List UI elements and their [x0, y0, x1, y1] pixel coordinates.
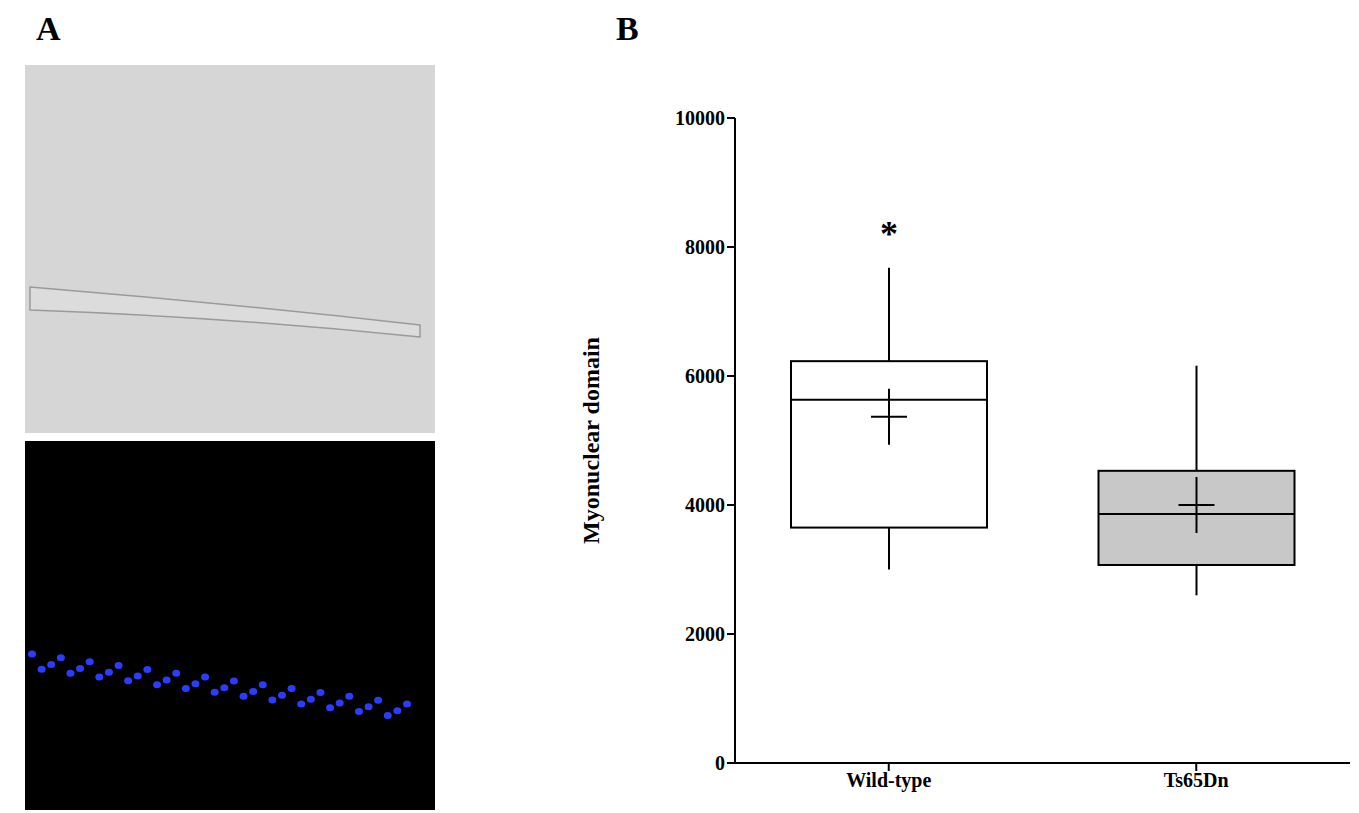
svg-text:8000: 8000: [685, 236, 725, 258]
svg-text:Wild-type: Wild-type: [846, 769, 931, 792]
svg-text:2000: 2000: [685, 623, 725, 645]
svg-text:10000: 10000: [675, 107, 725, 129]
svg-text:*: *: [880, 214, 898, 254]
html-text:B: B: [616, 10, 639, 47]
svg-text:0: 0: [715, 752, 725, 774]
svg-text:4000: 4000: [685, 494, 725, 516]
html-text:A: A: [36, 10, 61, 47]
svg-text:6000: 6000: [685, 365, 725, 387]
svg-text:Ts65Dn: Ts65Dn: [1164, 769, 1229, 791]
svg-text:Myonuclear domain: Myonuclear domain: [578, 337, 604, 544]
